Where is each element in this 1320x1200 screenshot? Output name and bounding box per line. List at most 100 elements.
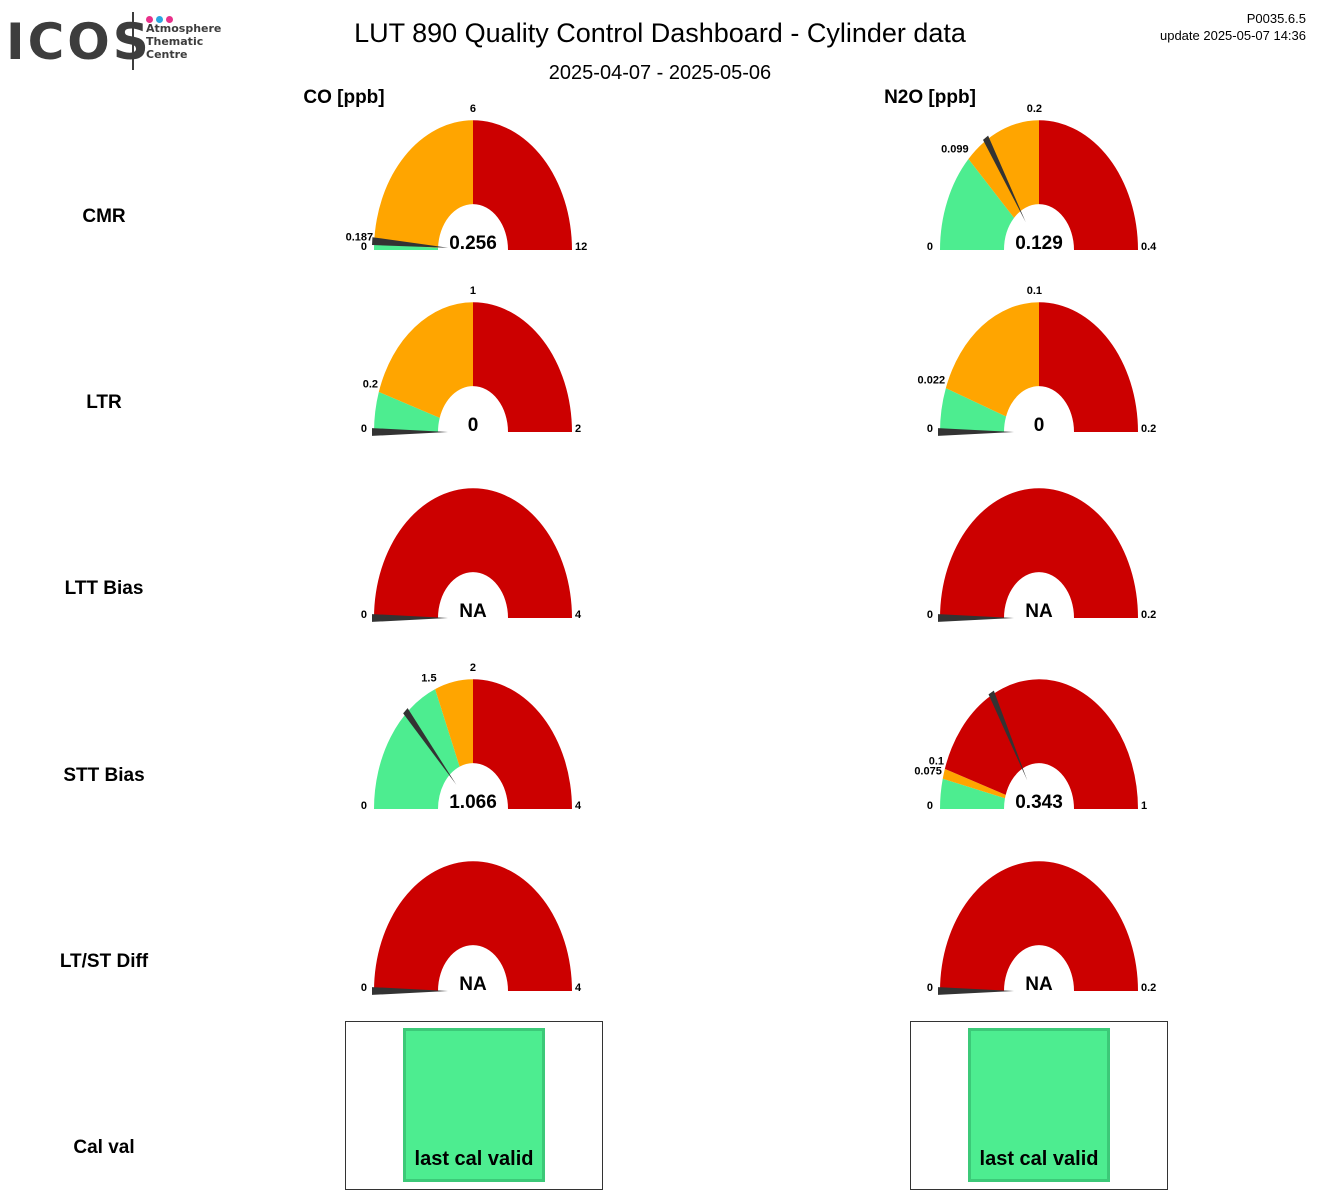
gauge-max-label: 0.2 bbox=[1141, 609, 1156, 621]
gauge-segment-orange bbox=[942, 768, 1006, 799]
gauge-segment-red bbox=[374, 861, 572, 991]
gauge-min-label: 0 bbox=[927, 609, 933, 621]
gauge-min-label: 0 bbox=[361, 609, 367, 621]
gauge-min-label: 0 bbox=[927, 241, 933, 253]
logo-dot bbox=[146, 16, 153, 23]
gauge-needle bbox=[372, 237, 449, 248]
logo-dots bbox=[146, 10, 176, 28]
gauge-threshold-label: 0.075 bbox=[914, 766, 942, 778]
gauge-segment-red bbox=[374, 488, 572, 618]
icos-logo: ICOS Atmosphere Thematic Centre bbox=[6, 10, 226, 74]
cal-status-indicator: last cal valid bbox=[403, 1028, 545, 1182]
gauge-min-label: 0 bbox=[927, 423, 933, 435]
gauge-value-label: 0.256 bbox=[449, 233, 497, 254]
gauge-needle bbox=[938, 428, 1014, 436]
gauge-max-label: 4 bbox=[575, 982, 582, 994]
gauge-needle bbox=[938, 987, 1014, 995]
logo-dot bbox=[156, 16, 163, 23]
gauge-max-label: 0.2 bbox=[1141, 423, 1156, 435]
gauge-min-label: 0 bbox=[927, 982, 933, 994]
gauge-segment-red bbox=[1039, 120, 1138, 250]
update-timestamp: update 2025-05-07 14:36 bbox=[1159, 28, 1306, 43]
cal-status-text: last cal valid bbox=[979, 1148, 1099, 1170]
gauge-max-label: 4 bbox=[575, 800, 582, 812]
gauge-value-label: NA bbox=[459, 601, 487, 622]
gauge-needle bbox=[983, 135, 1026, 223]
gauge-segment-red bbox=[473, 302, 572, 432]
gauge-max-label: 2 bbox=[575, 423, 581, 435]
row-label-lt-st-diff: LT/ST Diff bbox=[59, 951, 149, 972]
gauge-threshold-label: 1 bbox=[470, 285, 476, 297]
logo-sub-line: Thematic bbox=[146, 35, 204, 48]
gauge-needle bbox=[372, 428, 448, 436]
row-label-cal-val: Cal val bbox=[73, 1137, 135, 1158]
gauge-max-label: 4 bbox=[575, 609, 582, 621]
gauge-min-label: 0 bbox=[361, 982, 367, 994]
gauge-segment-orange bbox=[435, 679, 473, 767]
gauge-segment-red bbox=[940, 861, 1138, 991]
row-label-cmr: CMR bbox=[82, 206, 126, 227]
page-title: LUT 890 Quality Control Dashboard - Cyli… bbox=[354, 18, 966, 48]
gauge-value-label: 1.066 bbox=[449, 792, 497, 813]
gauge-min-label: 0 bbox=[361, 423, 367, 435]
gauge-segment-red bbox=[1039, 302, 1138, 432]
gauge-threshold-label: 0.099 bbox=[941, 143, 969, 155]
gauge-segment-green bbox=[940, 778, 1005, 809]
gauge-value-label: 0.129 bbox=[1015, 233, 1063, 254]
gauge-needle bbox=[372, 987, 448, 995]
gauge-value-label: NA bbox=[1025, 974, 1053, 995]
logo-subtitle: Atmosphere Thematic Centre bbox=[146, 22, 221, 61]
gauge-needle bbox=[988, 690, 1028, 781]
gauge-value-label: NA bbox=[459, 974, 487, 995]
version-number: P0035.6.5 bbox=[1246, 11, 1306, 26]
logo-text: ICOS bbox=[6, 13, 152, 71]
gauge-max-label: 0.2 bbox=[1141, 982, 1156, 994]
gauge-threshold-label: 1.5 bbox=[421, 672, 436, 684]
gauge-needle bbox=[372, 614, 448, 622]
version-info: P0035.6.5 update 2025-05-07 14:36 bbox=[1160, 10, 1306, 44]
gauge-segment-orange bbox=[945, 302, 1039, 417]
gauge-segment-red bbox=[940, 488, 1138, 618]
cal-val-box-co: last cal valid bbox=[345, 1021, 603, 1190]
gauge-segment-green bbox=[940, 388, 1007, 432]
gauge-segment-green bbox=[374, 689, 460, 809]
gauge-threshold-label: 0.1 bbox=[929, 755, 944, 767]
gauge-threshold-label: 0.2 bbox=[363, 378, 378, 390]
gauge-value-label: NA bbox=[1025, 601, 1053, 622]
gauge-segment-orange bbox=[374, 120, 473, 248]
logo-dot bbox=[166, 16, 173, 23]
gauge-max-label: 1 bbox=[1141, 800, 1147, 812]
gauge-value-label: 0 bbox=[468, 415, 479, 436]
gauge-min-label: 0 bbox=[361, 241, 367, 253]
gauge-threshold-label: 0.1 bbox=[1027, 285, 1042, 297]
cal-val-box-n2o: last cal valid bbox=[910, 1021, 1168, 1190]
gauge-value-label: 0.343 bbox=[1015, 792, 1063, 813]
column-header-co: CO [ppb] bbox=[303, 87, 385, 108]
logo-divider bbox=[132, 12, 134, 70]
logo-sub-line: Centre bbox=[146, 48, 188, 61]
gauge-segment-red bbox=[473, 679, 572, 809]
gauge-max-label: 12 bbox=[575, 241, 587, 253]
gauge-threshold-label: 0.022 bbox=[918, 374, 946, 386]
logo-sub-line: Atmosphere bbox=[146, 22, 222, 35]
gauge-min-label: 0 bbox=[927, 800, 933, 812]
row-label-ltr: LTR bbox=[86, 392, 122, 413]
gauge-needle bbox=[403, 708, 457, 785]
gauge-min-label: 0 bbox=[361, 800, 367, 812]
date-range: 2025-04-07 - 2025-05-06 bbox=[548, 62, 772, 84]
gauge-segment-orange bbox=[378, 302, 473, 418]
cal-status-text: last cal valid bbox=[414, 1148, 534, 1170]
gauge-segment-red bbox=[473, 120, 572, 250]
cal-status-indicator: last cal valid bbox=[968, 1028, 1110, 1182]
gauge-needle bbox=[938, 614, 1014, 622]
gauge-max-label: 0.4 bbox=[1141, 241, 1157, 253]
gauge-segment-red bbox=[944, 679, 1138, 809]
row-label-ltt-bias: LTT Bias bbox=[64, 578, 144, 599]
gauge-segment-green bbox=[374, 391, 440, 432]
gauge-threshold-label: 6 bbox=[470, 103, 476, 115]
column-header-n2o: N2O [ppb] bbox=[884, 87, 976, 108]
gauge-segment-green bbox=[940, 159, 1015, 250]
gauge-threshold-label: 0.2 bbox=[1027, 103, 1042, 115]
gauge-threshold-label: 0.187 bbox=[346, 231, 374, 243]
